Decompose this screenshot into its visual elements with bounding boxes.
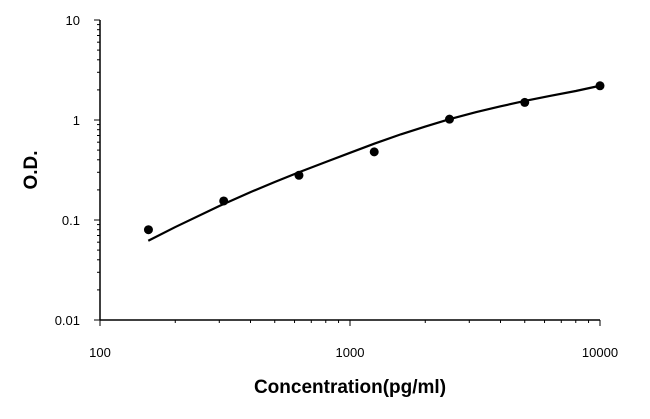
y-axis-title: O.D. xyxy=(21,150,42,189)
data-point xyxy=(520,97,530,107)
data-point xyxy=(143,225,153,235)
y-tick-label: 1 xyxy=(73,113,80,128)
data-points-layer xyxy=(143,81,605,235)
data-point xyxy=(595,81,605,91)
fit-curve-line xyxy=(147,84,601,242)
tick-labels-layer: 10 1 0.1 0.01 100 1000 10000 xyxy=(55,13,618,360)
data-point xyxy=(219,196,229,206)
y-tick-label: 0.01 xyxy=(55,313,80,328)
data-point xyxy=(294,170,304,180)
x-tick-label: 100 xyxy=(89,345,111,360)
x-axis-title: Concentration(pg/ml) xyxy=(254,377,446,398)
x-tick-label: 1000 xyxy=(336,345,365,360)
x-tick-label: 10000 xyxy=(582,345,618,360)
y-tick-label: 10 xyxy=(66,13,80,28)
data-point xyxy=(444,114,454,124)
y-tick-label: 0.1 xyxy=(62,213,80,228)
axes xyxy=(94,19,601,326)
data-point xyxy=(369,147,379,157)
fit-curve-layer xyxy=(147,84,601,242)
